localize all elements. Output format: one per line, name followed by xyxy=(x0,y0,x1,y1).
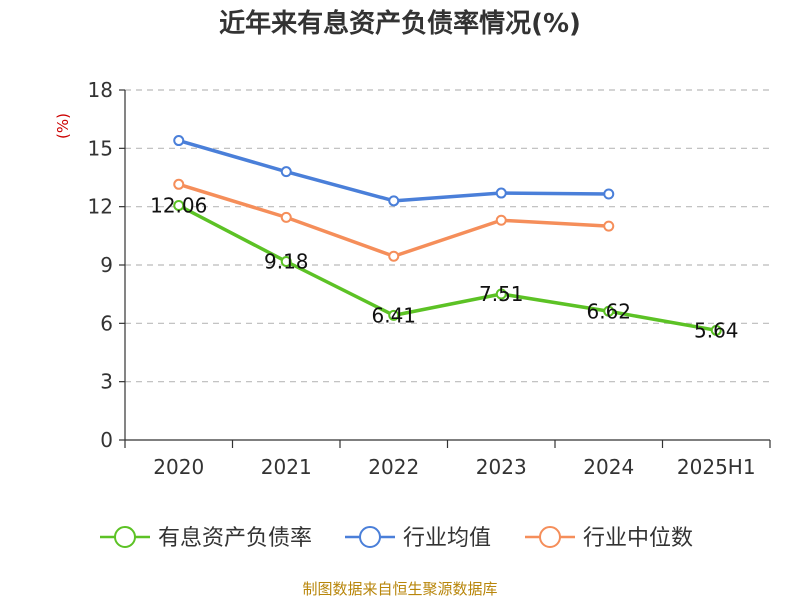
data-label: 7.51 xyxy=(479,282,524,306)
data-label: 6.62 xyxy=(586,299,631,323)
y-tick-label: 9 xyxy=(100,253,113,277)
legend-label: 有息资产负债率 xyxy=(158,526,312,551)
data-point[interactable] xyxy=(495,187,507,199)
legend-item[interactable]: 行业均值 xyxy=(345,526,491,551)
x-tick-label: 2021 xyxy=(261,455,312,479)
data-point[interactable] xyxy=(495,214,507,226)
y-axis-unit: (%) xyxy=(54,113,72,139)
data-label: 9.18 xyxy=(264,250,309,274)
data-point[interactable] xyxy=(280,166,292,178)
source-note: 制图数据来自恒生聚源数据库 xyxy=(302,580,497,598)
x-tick-label: 2025H1 xyxy=(677,455,756,479)
legend-label: 行业均值 xyxy=(403,526,491,551)
y-tick-label: 18 xyxy=(88,78,113,102)
y-tick-label: 6 xyxy=(100,311,113,335)
data-point[interactable] xyxy=(280,256,292,267)
legend-item[interactable]: 有息资产负债率 xyxy=(100,526,312,551)
series-line xyxy=(177,203,717,333)
data-labels: 12.06 9.18 6.41 7.51 6.62 5.64 xyxy=(150,194,738,343)
data-point[interactable] xyxy=(173,135,185,147)
data-point[interactable] xyxy=(388,309,400,321)
y-tick-label: 12 xyxy=(88,195,113,219)
data-point[interactable] xyxy=(495,288,507,300)
y-tick-label: 3 xyxy=(100,370,113,394)
data-point[interactable] xyxy=(388,195,400,207)
data-point[interactable] xyxy=(603,305,615,317)
chart-title: 近年来有息资产负债率情况(%) xyxy=(219,8,581,39)
data-point[interactable] xyxy=(280,211,292,223)
legend-marker-circle xyxy=(539,526,561,548)
legend-item[interactable]: 行业中位数 xyxy=(525,526,693,551)
axes: 0 3 6 9 12 15 18 2020 2021 2022 2023 2024 2025H1 xyxy=(88,78,771,479)
data-point[interactable] xyxy=(710,324,722,336)
data-point[interactable] xyxy=(603,188,615,200)
y-tick-label: 15 xyxy=(88,136,113,160)
legend-label: 行业中位数 xyxy=(583,526,693,551)
series-lines xyxy=(173,135,722,336)
data-label: 5.64 xyxy=(694,318,739,342)
data-label: 6.41 xyxy=(371,303,416,327)
data-point[interactable] xyxy=(173,178,185,190)
data-label: 12.06 xyxy=(150,194,207,218)
series-line xyxy=(178,138,609,203)
data-point[interactable] xyxy=(173,200,185,211)
x-tick-label: 2024 xyxy=(583,455,634,479)
x-tick-label: 2022 xyxy=(368,455,419,479)
x-tick-label: 2023 xyxy=(476,455,527,479)
legend-marker-circle xyxy=(114,526,136,548)
data-point[interactable] xyxy=(388,250,400,262)
data-point[interactable] xyxy=(603,220,615,232)
legend-marker-circle xyxy=(359,526,381,548)
x-tick-label: 2020 xyxy=(153,455,204,479)
legend[interactable]: 有息资产负债率 行业均值 行业中位数 xyxy=(100,526,693,551)
grid-lines xyxy=(125,89,770,383)
y-tick-label: 0 xyxy=(100,428,113,452)
